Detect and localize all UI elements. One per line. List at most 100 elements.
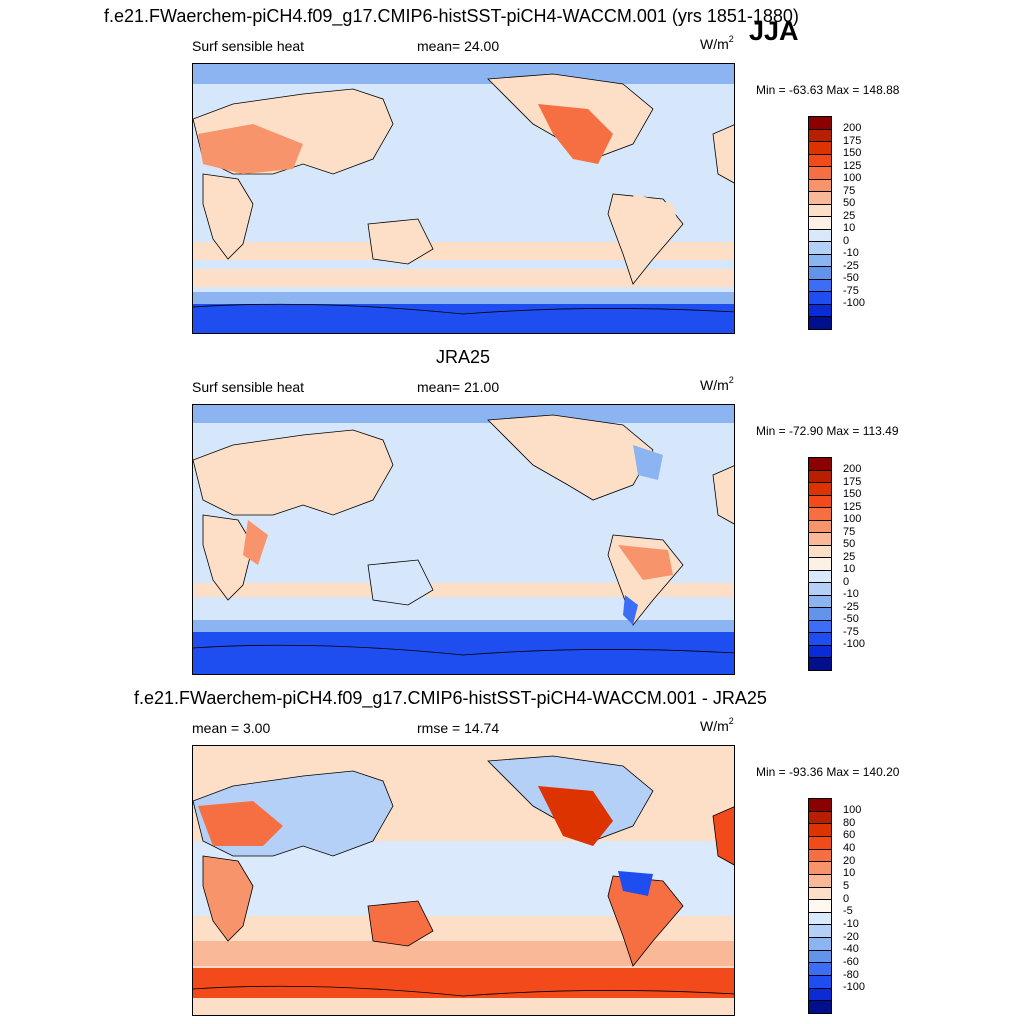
colorbar-tick-label: 50 bbox=[843, 538, 856, 551]
panel-2-map-svg bbox=[193, 405, 734, 674]
colorbar-tick-label: -10 bbox=[843, 917, 859, 930]
panel-1-colorbar bbox=[808, 116, 832, 330]
colorbar-swatch bbox=[808, 632, 832, 646]
colorbar-swatch bbox=[808, 569, 832, 584]
colorbar-swatch bbox=[808, 798, 832, 812]
colorbar-swatch bbox=[808, 975, 832, 989]
colorbar-swatch bbox=[808, 519, 832, 534]
colorbar-tick-label: -50 bbox=[843, 613, 859, 626]
colorbar-swatch bbox=[808, 116, 832, 130]
colorbar-swatch bbox=[808, 291, 832, 305]
panel-2-units: W/m2 bbox=[700, 375, 734, 394]
colorbar-swatch bbox=[808, 594, 832, 609]
case-title: f.e21.FWaerchem-piCH4.f09_g17.CMIP6-hist… bbox=[104, 6, 799, 26]
colorbar-tick-label: -50 bbox=[843, 272, 859, 285]
panel-1-units: W/m2 bbox=[700, 34, 734, 53]
colorbar-tick-label: 100 bbox=[843, 804, 862, 817]
colorbar-tick-label: 40 bbox=[843, 842, 856, 855]
colorbar-tick-label: 10 bbox=[843, 867, 856, 880]
colorbar-tick-label: 10 bbox=[843, 563, 856, 576]
colorbar-swatch bbox=[808, 507, 832, 521]
colorbar-swatch bbox=[808, 835, 832, 850]
colorbar-tick-label: 10 bbox=[843, 222, 856, 235]
panel-3-title: f.e21.FWaerchem-piCH4.f09_g17.CMIP6-hist… bbox=[134, 688, 767, 708]
colorbar-tick-label: 0 bbox=[843, 234, 850, 247]
panel-1-minmax: Min = -63.63 Max = 148.88 bbox=[756, 83, 900, 97]
colorbar-tick-label: 20 bbox=[843, 854, 856, 867]
colorbar-tick-label: 125 bbox=[843, 500, 862, 513]
panel-1-variable-label: Surf sensible heat bbox=[192, 38, 305, 54]
colorbar-swatch bbox=[808, 644, 832, 659]
panel-2-colorbar bbox=[808, 457, 832, 671]
colorbar-tick-label: 175 bbox=[843, 134, 862, 147]
colorbar-tick-label: -40 bbox=[843, 943, 859, 956]
colorbar-swatch bbox=[808, 482, 832, 496]
colorbar-tick-label: -10 bbox=[843, 247, 859, 260]
colorbar-tick-label: -25 bbox=[843, 259, 859, 272]
colorbar-swatch bbox=[808, 153, 832, 168]
colorbar-swatch bbox=[808, 1000, 832, 1014]
colorbar-swatch bbox=[808, 266, 832, 280]
panel-1-map-svg bbox=[193, 64, 734, 333]
colorbar-swatch bbox=[808, 178, 832, 193]
colorbar-tick-label: -5 bbox=[843, 905, 853, 918]
colorbar-tick-label: -80 bbox=[843, 968, 859, 981]
colorbar-tick-label: -20 bbox=[843, 930, 859, 943]
colorbar-swatch bbox=[808, 607, 832, 621]
colorbar-swatch bbox=[808, 469, 832, 484]
panel-3-mean-label: mean = 3.00 bbox=[192, 720, 271, 736]
colorbar-swatch bbox=[808, 557, 832, 571]
colorbar-tick-label: -25 bbox=[843, 600, 859, 613]
colorbar-tick-label: -10 bbox=[843, 588, 859, 601]
colorbar-swatch bbox=[808, 937, 832, 951]
panel-1-map bbox=[192, 63, 735, 334]
colorbar-swatch bbox=[808, 949, 832, 964]
colorbar-swatch bbox=[808, 241, 832, 255]
colorbar-swatch bbox=[808, 619, 832, 634]
panel-3-map-svg bbox=[193, 746, 734, 1015]
colorbar-swatch bbox=[808, 582, 832, 596]
colorbar-tick-label: 5 bbox=[843, 880, 850, 893]
colorbar-swatch bbox=[808, 873, 832, 888]
colorbar-swatch bbox=[808, 191, 832, 205]
colorbar-swatch bbox=[808, 924, 832, 939]
panel-3-colorbar bbox=[808, 798, 832, 1014]
colorbar-swatch bbox=[808, 899, 832, 913]
colorbar-swatch bbox=[808, 987, 832, 1002]
colorbar-tick-label: -100 bbox=[843, 638, 866, 651]
colorbar-swatch bbox=[808, 532, 832, 546]
colorbar-tick-label: -75 bbox=[843, 625, 859, 638]
colorbar-swatch bbox=[808, 886, 832, 901]
colorbar-swatch bbox=[808, 278, 832, 293]
colorbar-tick-label: 150 bbox=[843, 488, 862, 501]
colorbar-tick-label: -100 bbox=[843, 297, 866, 310]
colorbar-swatch bbox=[808, 228, 832, 243]
panel-2-map bbox=[192, 404, 735, 675]
colorbar-tick-label: -60 bbox=[843, 955, 859, 968]
colorbar-swatch bbox=[808, 216, 832, 230]
panel-3-minmax: Min = -93.36 Max = 140.20 bbox=[756, 765, 900, 779]
colorbar-tick-label: 25 bbox=[843, 550, 856, 563]
colorbar-swatch bbox=[808, 166, 832, 180]
colorbar-tick-label: 25 bbox=[843, 209, 856, 222]
colorbar-swatch bbox=[808, 810, 832, 825]
season-label: JJA bbox=[749, 16, 799, 46]
colorbar-tick-label: 100 bbox=[843, 172, 862, 185]
colorbar-swatch bbox=[808, 962, 832, 977]
colorbar-tick-label: -75 bbox=[843, 284, 859, 297]
panel-1-mean-label: mean= 24.00 bbox=[417, 38, 500, 54]
colorbar-swatch bbox=[808, 141, 832, 155]
colorbar-tick-label: 75 bbox=[843, 525, 856, 538]
colorbar-swatch bbox=[808, 911, 832, 926]
colorbar-swatch bbox=[808, 494, 832, 509]
colorbar-swatch bbox=[808, 544, 832, 559]
colorbar-tick-label: 100 bbox=[843, 513, 862, 526]
colorbar-swatch bbox=[808, 848, 832, 863]
colorbar-tick-label: 125 bbox=[843, 159, 862, 172]
colorbar-tick-label: 0 bbox=[843, 892, 850, 905]
panel-3-units: W/m2 bbox=[700, 716, 734, 735]
colorbar-tick-label: 80 bbox=[843, 816, 856, 829]
panel-2-title: JRA25 bbox=[436, 347, 491, 367]
panel-3-map bbox=[192, 745, 735, 1016]
colorbar-tick-label: 200 bbox=[843, 463, 862, 476]
